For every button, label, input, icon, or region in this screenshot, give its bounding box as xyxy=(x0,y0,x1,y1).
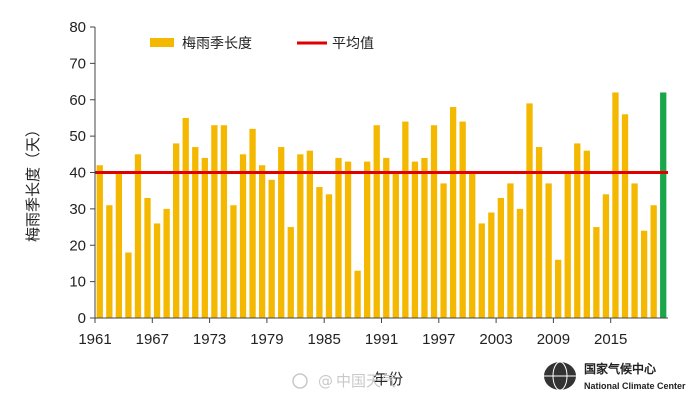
bar-2000 xyxy=(469,172,476,318)
bar-1964 xyxy=(125,252,132,318)
bar-1976 xyxy=(239,154,247,318)
bar-1961 xyxy=(96,165,103,318)
legend-label-bars: 梅雨季长度 xyxy=(182,36,252,52)
x-tick-label: 1997 xyxy=(422,331,455,348)
bar-2014 xyxy=(602,194,610,318)
bar-2018 xyxy=(640,230,648,318)
x-tick-label: 1985 xyxy=(308,331,341,348)
bar-2004 xyxy=(507,183,514,318)
bar-2017 xyxy=(631,183,638,318)
bar-1988 xyxy=(354,270,361,318)
bar-1992 xyxy=(392,172,399,318)
weibo-icon xyxy=(292,373,308,389)
bar-1987 xyxy=(344,161,352,318)
bar-2015 xyxy=(612,92,619,318)
y-tick-label: 60 xyxy=(69,92,86,109)
bar-1962 xyxy=(106,205,113,318)
bar-1991 xyxy=(383,157,390,318)
bar-1980 xyxy=(278,147,285,318)
bar-1968 xyxy=(163,208,170,319)
bar-2005 xyxy=(516,208,524,319)
watermark-symbol: @ xyxy=(318,372,333,390)
x-tick-label: 1991 xyxy=(365,331,398,348)
x-tick-label: 1973 xyxy=(193,331,226,348)
y-tick-label: 40 xyxy=(69,165,86,182)
bar-2019 xyxy=(650,205,657,318)
bar-1990 xyxy=(373,125,380,319)
x-tick-label: 1967 xyxy=(136,331,169,348)
watermark: @ 中国天气 xyxy=(292,372,396,390)
logo-name-en: National Climate Center xyxy=(584,381,686,391)
x-tick-label: 2003 xyxy=(479,331,512,348)
bar-2007 xyxy=(535,147,543,318)
bar-2016 xyxy=(621,114,629,318)
bar-2002 xyxy=(488,212,495,318)
bar-2010 xyxy=(564,172,571,318)
bar-1973 xyxy=(211,125,218,319)
bar-1985 xyxy=(325,194,333,318)
y-tick-label: 0 xyxy=(78,310,86,327)
y-tick-label: 80 xyxy=(69,19,86,36)
bar-2006 xyxy=(526,103,533,318)
bar-1979 xyxy=(268,179,275,318)
bar-1966 xyxy=(144,197,151,318)
y-axis-ticks: 0 10 20 30 40 50 60 70 80 xyxy=(69,19,95,327)
bar-1963 xyxy=(115,172,123,318)
bars xyxy=(96,92,667,319)
bar-1975 xyxy=(230,205,237,318)
bar-2001 xyxy=(478,223,485,318)
ncc-logo: 国家气候中心 National Climate Center xyxy=(544,361,686,391)
x-axis-ticks: 1961 1967 1973 1979 1985 1991 1997 2003 2009 2015 xyxy=(78,318,627,348)
watermark-text: 中国天气 xyxy=(336,372,396,390)
x-tick-label: 1961 xyxy=(78,331,111,348)
bar-1998 xyxy=(449,107,457,318)
y-tick-label: 10 xyxy=(69,274,86,291)
bar-1978 xyxy=(258,165,266,318)
bar-1974 xyxy=(220,125,228,319)
bar-1983 xyxy=(306,150,314,318)
bar-2008 xyxy=(545,183,552,318)
legend-swatch-bars xyxy=(150,38,174,47)
bar-1997 xyxy=(440,183,447,318)
y-axis-title: 梅雨季长度（天） xyxy=(24,122,42,242)
y-tick-label: 50 xyxy=(69,128,86,145)
bar-1972 xyxy=(201,157,208,318)
y-tick-label: 30 xyxy=(69,201,86,218)
bar-2013 xyxy=(593,227,600,318)
bar-2012 xyxy=(583,150,590,318)
bar-2011 xyxy=(574,143,581,318)
bar-1984 xyxy=(316,187,323,318)
logo-name-cn: 国家气候中心 xyxy=(584,361,656,376)
bar-1996 xyxy=(430,125,438,319)
bar-2009 xyxy=(555,259,562,318)
bar-2020 xyxy=(660,92,667,318)
y-tick-label: 20 xyxy=(69,237,86,254)
bar-1995 xyxy=(421,157,428,318)
bar-1999 xyxy=(459,121,466,318)
bar-1981 xyxy=(287,227,294,318)
x-tick-label: 1979 xyxy=(250,331,283,348)
x-axis-title: 年份 xyxy=(373,370,403,388)
bar-1986 xyxy=(335,157,342,318)
bar-1967 xyxy=(153,223,161,318)
bar-1989 xyxy=(364,161,371,318)
y-tick-label: 70 xyxy=(69,55,86,72)
x-tick-label: 2009 xyxy=(537,331,570,348)
bar-1982 xyxy=(297,154,304,318)
bar-1977 xyxy=(249,128,256,318)
x-tick-label: 2015 xyxy=(594,331,627,348)
bar-1965 xyxy=(134,154,142,318)
legend: 梅雨季长度 平均值 xyxy=(150,36,374,52)
bar-2003 xyxy=(497,197,505,318)
bar-1971 xyxy=(192,147,199,318)
legend-label-average: 平均值 xyxy=(332,36,374,52)
bar-1969 xyxy=(173,143,180,318)
bar-1970 xyxy=(182,117,189,318)
bar-1994 xyxy=(411,161,419,318)
bar-1993 xyxy=(402,121,409,318)
